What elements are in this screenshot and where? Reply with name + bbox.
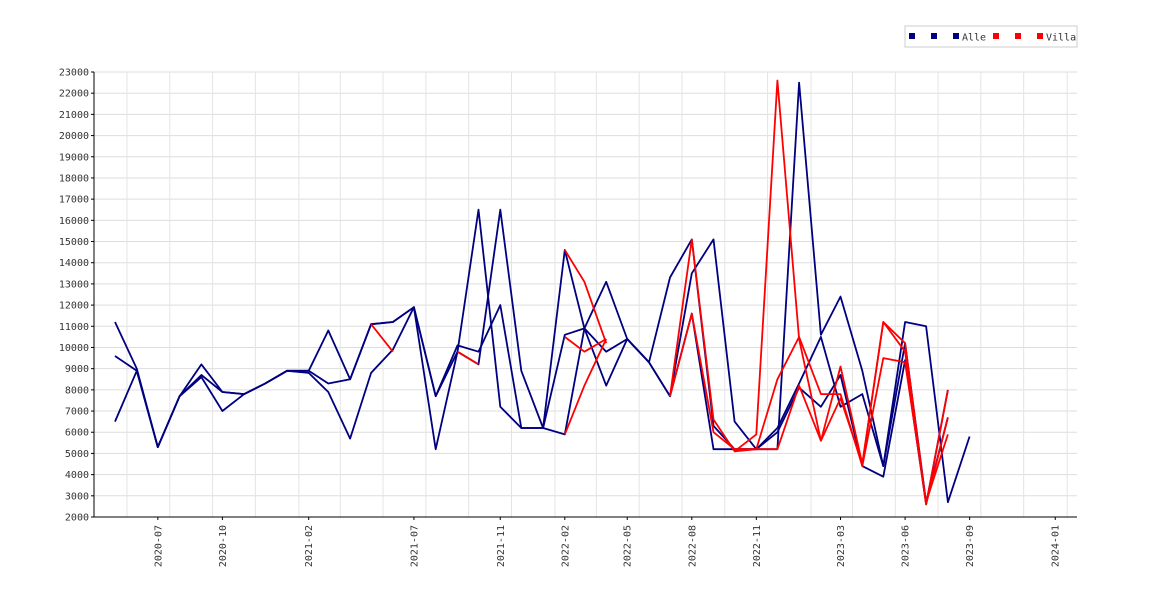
y-tick-label: 11000 (59, 322, 89, 333)
legend-swatch (931, 33, 937, 39)
y-tick-label: 21000 (59, 110, 89, 121)
x-tick-label: 2020-07 (153, 525, 164, 567)
y-tick-label: 16000 (59, 216, 89, 227)
series-line-villa-5 (563, 321, 949, 506)
y-tick-label: 18000 (59, 173, 89, 184)
y-tick-label: 13000 (59, 279, 89, 290)
y-tick-label: 22000 (59, 89, 89, 100)
grid (94, 71, 1077, 518)
legend-label: Alle (962, 33, 986, 44)
series-line-alle-0 (114, 81, 971, 504)
legend-swatch (1015, 33, 1021, 39)
x-tick-label: 2023-06 (901, 525, 912, 567)
x-tick-label: 2023-03 (836, 525, 847, 567)
y-tick-label: 14000 (59, 258, 89, 269)
x-tick-label: 2022-08 (687, 525, 698, 567)
series-line-alle-2 (114, 238, 949, 506)
x-tick-label: 2022-02 (560, 525, 571, 567)
series-line-villa-3 (370, 79, 949, 506)
y-tick-label: 12000 (59, 301, 89, 312)
x-axis: 2020-07 2020-10 2021-02 2021-07 2021-11 2022-… (94, 516, 1077, 567)
x-tick-label: 2022-11 (752, 525, 763, 567)
legend: Alle Villa (904, 25, 1078, 48)
y-tick-label: 6000 (65, 428, 89, 439)
x-tick-label: 2023-09 (965, 525, 976, 567)
y-tick-label: 7000 (65, 407, 89, 418)
y-tick-label: 2000 (65, 513, 89, 524)
legend-label: Villa (1046, 33, 1076, 44)
y-tick-label: 10000 (59, 343, 89, 354)
legend-box (904, 25, 1078, 48)
series-line-alle-1 (114, 208, 949, 504)
y-tick-label: 8000 (65, 385, 89, 396)
legend-swatch (1037, 33, 1043, 39)
x-tick-label: 2021-02 (304, 525, 315, 567)
x-tick-label: 2022-05 (623, 525, 634, 567)
y-tick-label: 23000 (59, 68, 89, 79)
y-tick-label: 17000 (59, 195, 89, 206)
x-tick-label: 2020-10 (218, 525, 229, 567)
y-tick-label: 5000 (65, 449, 89, 460)
series-line-villa-4 (564, 249, 949, 504)
x-tick-label: 2024-01 (1051, 525, 1062, 567)
legend-swatch (909, 33, 915, 39)
y-axis: 2000 3000 4000 5000 6000 7000 8000 9000 10000 110… (59, 68, 95, 524)
x-tick-label: 2021-07 (409, 525, 420, 567)
y-tick-label: 3000 (65, 491, 89, 502)
legend-swatch (953, 33, 959, 39)
series-layer (114, 79, 971, 506)
y-tick-label: 9000 (65, 364, 89, 375)
y-tick-label: 4000 (65, 470, 89, 481)
y-tick-label: 19000 (59, 152, 89, 163)
x-tick-label: 2021-11 (496, 525, 507, 567)
y-tick-label: 15000 (59, 237, 89, 248)
legend-swatch (993, 33, 999, 39)
y-tick-label: 20000 (59, 131, 89, 142)
